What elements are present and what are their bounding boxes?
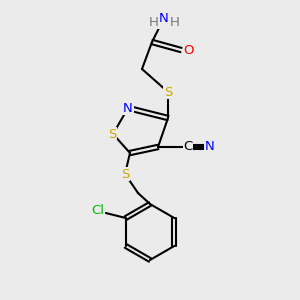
- Text: S: S: [108, 128, 116, 140]
- Text: H: H: [157, 16, 167, 28]
- Text: S: S: [121, 167, 129, 181]
- Text: Cl: Cl: [91, 205, 104, 218]
- Text: N: N: [159, 13, 169, 26]
- Text: H: H: [149, 16, 159, 28]
- Text: S: S: [164, 85, 172, 98]
- Text: N: N: [205, 140, 215, 154]
- Text: N: N: [123, 101, 133, 115]
- Text: H: H: [170, 16, 180, 28]
- Text: O: O: [184, 44, 194, 56]
- Text: C: C: [183, 140, 193, 154]
